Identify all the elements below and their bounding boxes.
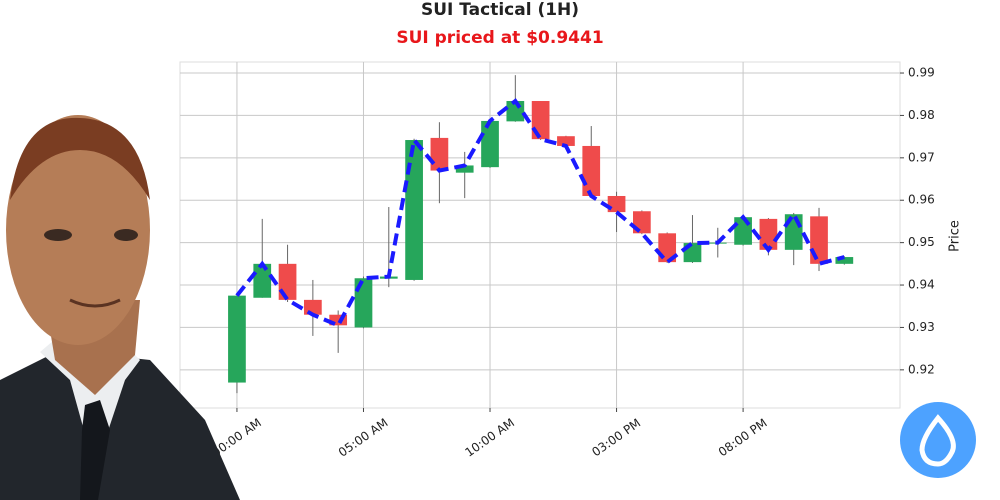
candle-body (531, 101, 550, 140)
candle-body (557, 136, 575, 146)
candle-body (455, 165, 474, 173)
close-line (235, 98, 845, 328)
y-tick-label: 0.94 (908, 278, 935, 292)
chart-title: SUI Tactical (1H) (421, 0, 579, 20)
y-tick-label: 0.96 (908, 193, 935, 207)
character-image (0, 115, 240, 500)
x-tick-label: 10:00 AM (462, 416, 517, 460)
y-tick-label: 0.98 (908, 108, 935, 122)
y-tick-label: 0.95 (908, 235, 935, 249)
sui-logo (900, 402, 976, 478)
y-tick-label: 0.97 (908, 150, 935, 164)
candle-body (582, 145, 601, 196)
candle-body (607, 195, 626, 213)
x-tick-label: 08:00 PM (716, 416, 770, 460)
y-tick-label: 0.92 (908, 362, 935, 376)
candle-body (228, 295, 246, 383)
x-tick-label: 03:00 PM (589, 416, 643, 460)
candle-body (405, 140, 423, 280)
y-axis-label: Price (948, 220, 963, 252)
y-tick-label: 0.99 (908, 66, 935, 80)
candle-body (481, 120, 499, 168)
candle-body (253, 263, 272, 298)
candle-body (835, 257, 854, 264)
chart-subtitle: SUI priced at $0.9441 (396, 28, 603, 48)
y-tick-label: 0.93 (908, 320, 935, 334)
x-tick-label: 05:00 AM (336, 416, 391, 460)
candle-body (810, 216, 828, 264)
candle-body (759, 218, 778, 250)
candle-body (329, 314, 348, 326)
candle-body (430, 137, 449, 171)
plot-frame (179, 61, 901, 409)
candle-body (734, 217, 752, 245)
